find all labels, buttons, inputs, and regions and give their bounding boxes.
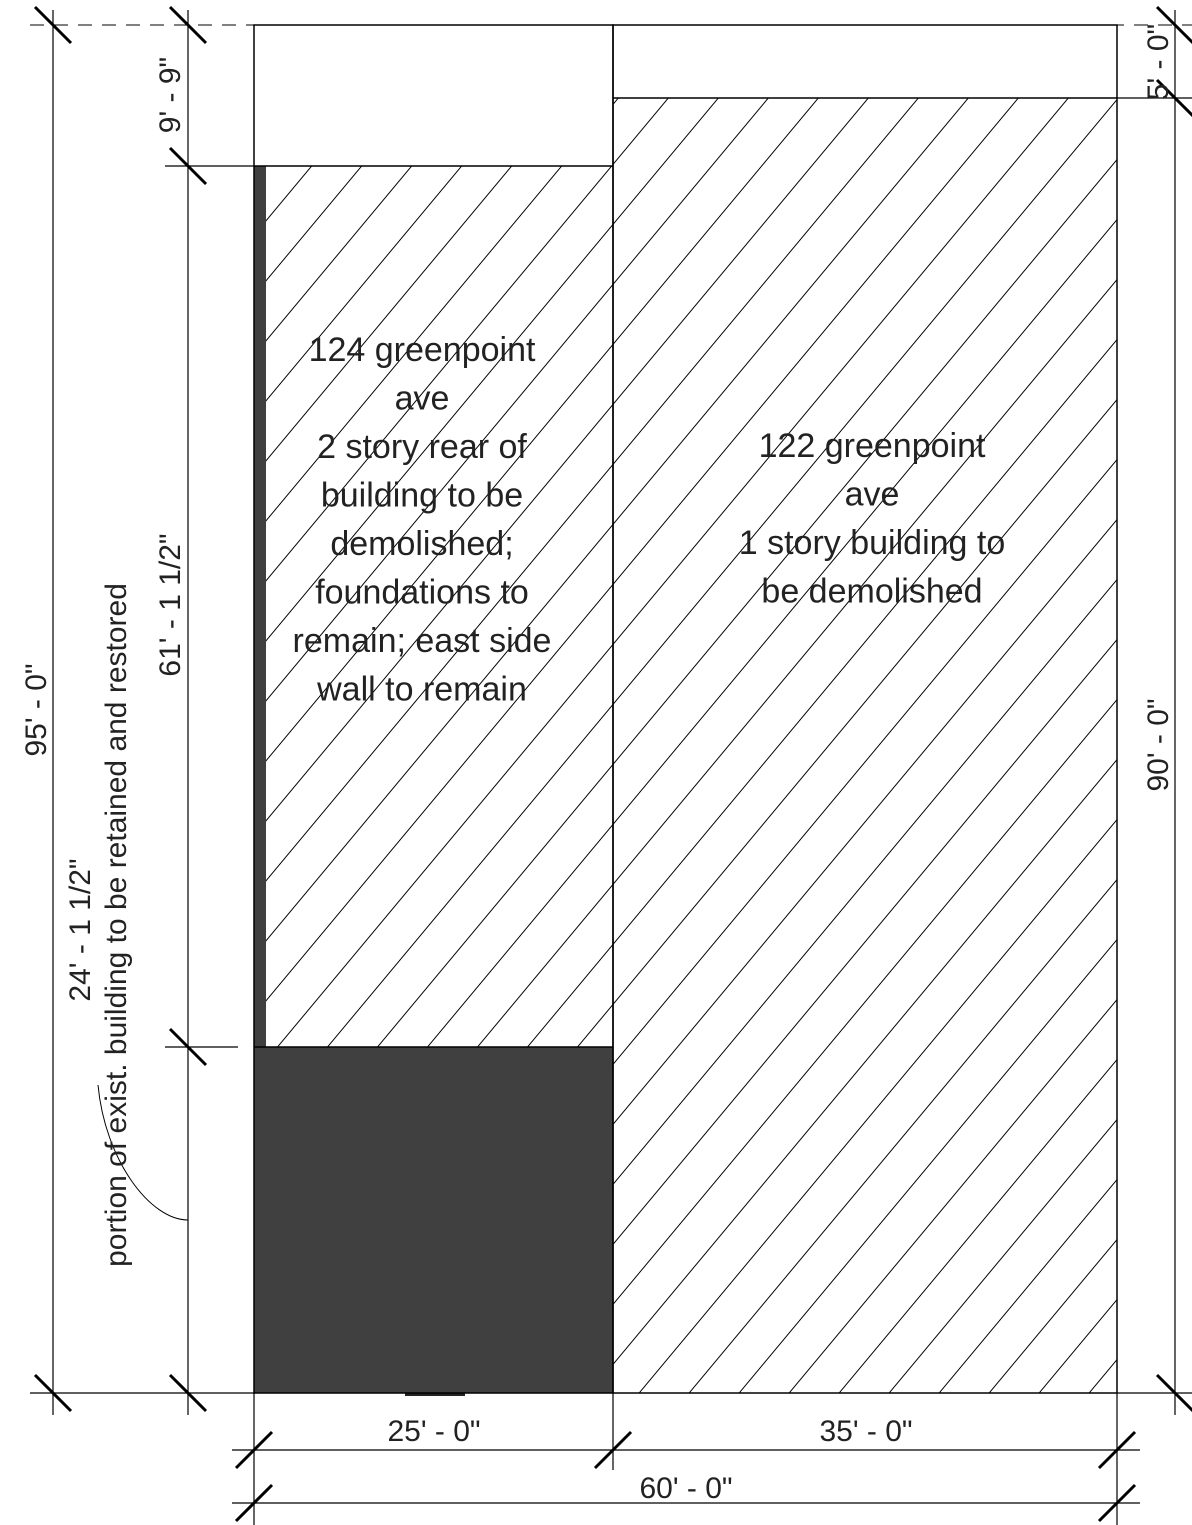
tick: [33, 1373, 73, 1413]
building-label: building to be: [321, 476, 523, 514]
tick: [1155, 1373, 1192, 1413]
right-hatch: [613, 98, 1117, 1393]
building-label: foundations to: [315, 573, 529, 611]
building-label: ave: [845, 475, 900, 513]
building-label: 2 story rear of: [317, 428, 527, 466]
tick: [1155, 78, 1192, 118]
dim-text: 25' - 0": [387, 1415, 480, 1448]
left-hatch: [266, 166, 613, 1047]
tick: [168, 1027, 208, 1067]
building-label: 122 greenpoint: [759, 427, 986, 465]
tick: [168, 5, 208, 45]
tick: [1097, 1430, 1137, 1470]
building-label: demolished;: [330, 525, 513, 563]
building-label: wall to remain: [316, 670, 527, 708]
ticks: [33, 5, 1192, 1523]
dimension-texts: 95' - 0" 9' - 9" 61' - 1 1/2" 24' - 1 1/…: [20, 24, 1175, 1505]
tick: [168, 1373, 208, 1413]
dim-text: 60' - 0": [639, 1472, 732, 1505]
dim-text: 35' - 0": [819, 1415, 912, 1448]
dim-text: 9' - 9": [154, 57, 187, 133]
tick: [1097, 1483, 1137, 1523]
dimension-lines: [30, 5, 1192, 1525]
tick: [33, 5, 73, 45]
dim-text: 95' - 0": [20, 663, 53, 756]
building-labels: 124 greenpoint ave 2 story rear of building…: [293, 331, 1006, 709]
tick: [234, 1483, 274, 1523]
tick: [168, 146, 208, 186]
building-label: 124 greenpoint: [309, 331, 536, 369]
leader: [97, 1084, 189, 1221]
dim-text: 24' - 1 1/2": [64, 858, 97, 1001]
building-label: be demolished: [761, 572, 982, 610]
front-step: [405, 1393, 465, 1396]
right-lot: [612, 24, 1118, 1394]
retained-note: portion of exist. building to be retaine…: [100, 583, 133, 1267]
dim-text: 61' - 1 1/2": [154, 533, 187, 676]
east-wall: [254, 166, 266, 1047]
tick: [234, 1430, 274, 1470]
dim-text: 90' - 0": [1142, 698, 1175, 791]
building-label: remain; east side: [293, 622, 552, 660]
dim-text: 5' - 0": [1142, 24, 1175, 100]
retained-portion: [254, 1047, 613, 1393]
buildings: [30, 24, 1192, 1396]
tick: [593, 1430, 633, 1470]
building-label: 1 story building to: [739, 524, 1006, 562]
tick: [1155, 5, 1192, 45]
building-label: ave: [395, 379, 450, 417]
